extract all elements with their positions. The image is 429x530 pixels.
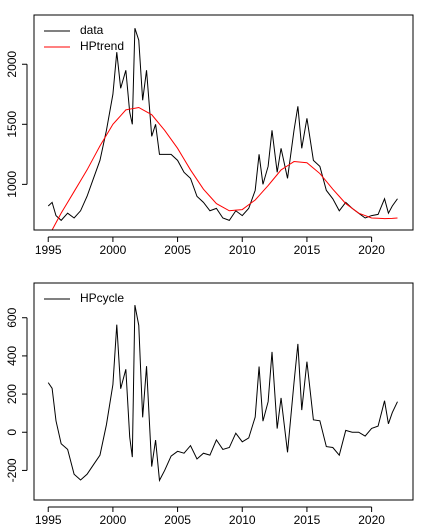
x-tick-label: 2010: [229, 513, 256, 527]
series-line: [47, 28, 398, 222]
x-tick-label: 1995: [35, 243, 62, 257]
y-tick-label: 200: [5, 384, 19, 404]
y-tick-label: 400: [5, 346, 19, 366]
x-tick-label: 2005: [164, 243, 191, 257]
series-line: [47, 305, 398, 483]
legend-label: data: [80, 23, 104, 37]
y-tick-label: 1000: [5, 171, 19, 198]
x-tick-label: 2020: [358, 513, 385, 527]
x-tick-label: 2015: [294, 513, 321, 527]
y-tick-label: 1500: [5, 111, 19, 138]
x-tick-label: 2020: [358, 243, 385, 257]
plot-frame: [33, 14, 414, 231]
x-tick-label: 2000: [100, 243, 127, 257]
y-tick-label: 600: [5, 307, 19, 327]
y-tick-label: -200: [5, 458, 19, 482]
x-tick-label: 1995: [35, 513, 62, 527]
x-tick-label: 2005: [164, 513, 191, 527]
x-tick-label: 2000: [100, 513, 127, 527]
legend-label: HPtrend: [80, 39, 124, 53]
y-tick-label: 2000: [5, 51, 19, 78]
y-tick-label: 0: [5, 429, 19, 436]
x-tick-label: 2010: [229, 243, 256, 257]
x-tick-label: 2015: [294, 243, 321, 257]
legend-label: HPcycle: [80, 291, 124, 305]
plot-frame: [33, 282, 414, 501]
series-line: [51, 106, 398, 230]
